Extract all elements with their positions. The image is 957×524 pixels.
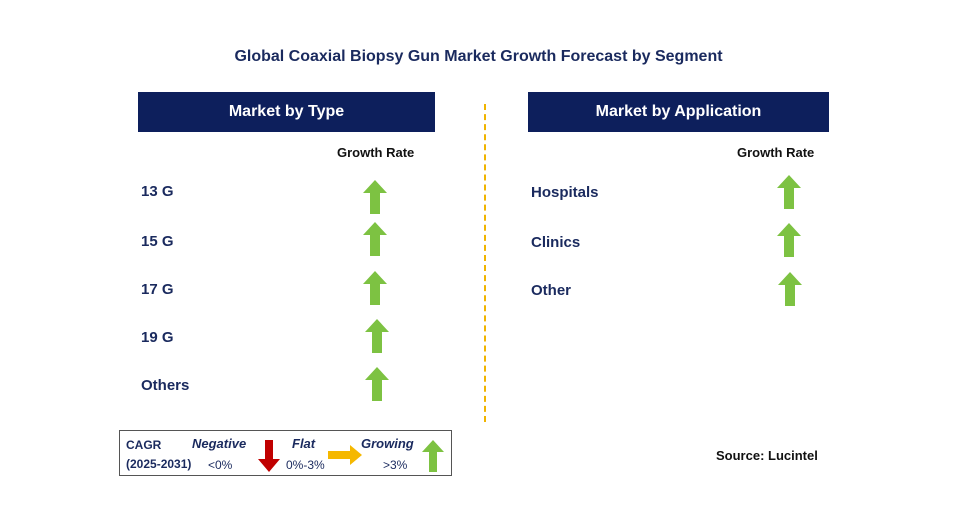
up-arrow-icon (363, 222, 387, 256)
chart-title: Global Coaxial Biopsy Gun Market Growth … (234, 48, 723, 65)
right-arrow-icon (328, 445, 362, 465)
panel-divider (484, 104, 486, 422)
up-arrow-icon (363, 180, 387, 214)
legend-flat-range: 0%-3% (286, 458, 325, 472)
down-arrow-icon (258, 440, 280, 472)
legend-cagr-label: CAGR (126, 438, 162, 452)
legend-growing-range: >3% (383, 458, 408, 472)
legend-negative-range: <0% (208, 458, 233, 472)
up-arrow-icon (365, 367, 389, 401)
legend-negative-label: Negative (192, 436, 247, 451)
cagr-legend: CAGR (2025-2031) Negative <0% Flat 0%-3%… (119, 430, 452, 476)
legend-flat-label: Flat (292, 436, 316, 451)
up-arrow-icon (777, 223, 801, 257)
type-growth-rate-label: Growth Rate (337, 145, 415, 160)
type-item-13g: 13 G (141, 183, 174, 200)
type-panel-header: Market by Type (138, 92, 435, 132)
application-item-clinics: Clinics (531, 234, 581, 251)
source-label: Source: Lucintel (716, 448, 818, 463)
legend-growing-label: Growing (361, 436, 414, 451)
up-arrow-icon (777, 175, 801, 209)
up-arrow-icon (363, 271, 387, 305)
type-item-others: Others (141, 377, 190, 394)
application-panel-header: Market by Application (528, 92, 829, 132)
up-arrow-icon (422, 440, 444, 472)
type-item-17g: 17 G (141, 281, 174, 298)
application-item-hospitals: Hospitals (531, 184, 599, 201)
application-item-other: Other (531, 282, 572, 299)
type-item-19g: 19 G (141, 329, 174, 346)
application-growth-rate-label: Growth Rate (737, 145, 815, 160)
type-item-15g: 15 G (141, 233, 174, 250)
up-arrow-icon (778, 272, 802, 306)
up-arrow-icon (365, 319, 389, 353)
legend-period: (2025-2031) (126, 457, 192, 471)
